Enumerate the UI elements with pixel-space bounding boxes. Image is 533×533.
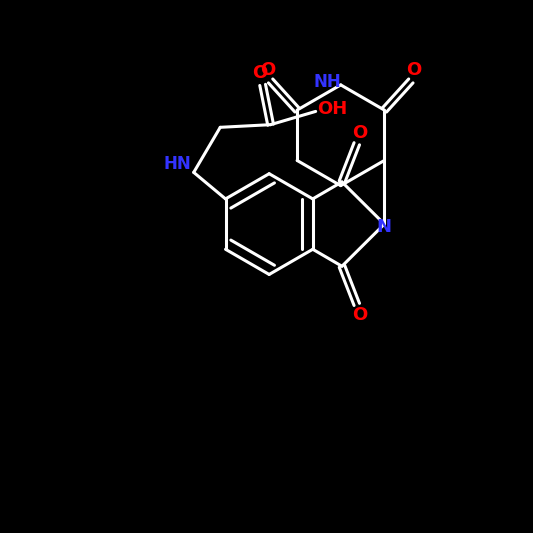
Text: O: O — [406, 61, 421, 79]
Text: O: O — [352, 306, 367, 324]
Text: N: N — [377, 218, 392, 236]
Text: HN: HN — [164, 156, 192, 173]
Text: OH: OH — [318, 100, 348, 118]
Text: O: O — [352, 124, 367, 142]
Text: O: O — [252, 64, 268, 82]
Text: NH: NH — [313, 73, 341, 91]
Text: O: O — [260, 61, 276, 79]
